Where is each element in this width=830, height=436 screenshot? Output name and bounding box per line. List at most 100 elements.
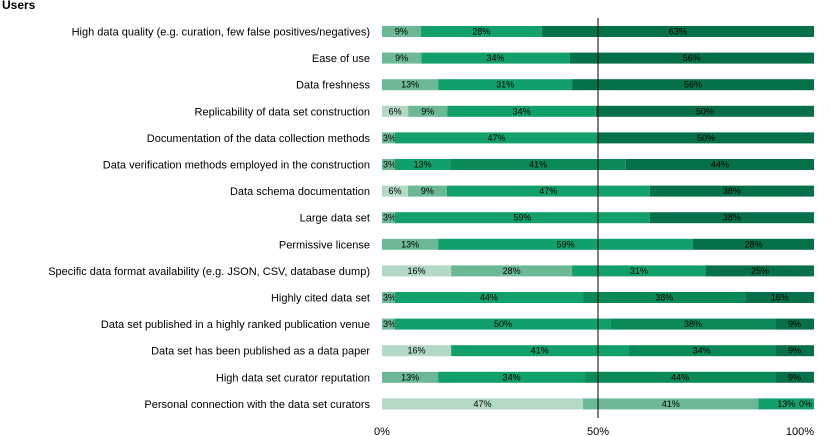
- data-label: 34%: [503, 372, 521, 382]
- data-label: 3%: [383, 133, 396, 143]
- bar-segment: [583, 292, 746, 303]
- data-label: 44%: [480, 293, 498, 303]
- data-label: 25%: [751, 266, 769, 276]
- data-label: 3%: [383, 293, 396, 303]
- data-label: 9%: [788, 372, 801, 382]
- data-label: 50%: [696, 106, 714, 116]
- data-label: 31%: [496, 80, 514, 90]
- x-tick-label: 100%: [786, 426, 814, 436]
- bar-segment: [421, 52, 570, 64]
- data-label: 3%: [383, 319, 396, 329]
- bar-segment: [407, 185, 447, 197]
- bar-segment: [382, 212, 395, 224]
- data-label: 9%: [421, 186, 434, 196]
- data-label: 59%: [513, 213, 531, 223]
- bar-segment: [382, 26, 421, 37]
- category-label: High data set curator reputation: [216, 372, 370, 384]
- data-label: 63%: [669, 27, 687, 37]
- bar-segment: [451, 345, 629, 357]
- category-label: Data schema documentation: [230, 186, 370, 198]
- bar-segment: [775, 318, 814, 330]
- bar-segment: [382, 79, 439, 91]
- bar-segment: [394, 292, 584, 303]
- data-label: 56%: [684, 80, 702, 90]
- data-label: 13%: [401, 80, 419, 90]
- bar-segment: [394, 159, 451, 170]
- data-label: 13%: [777, 399, 795, 409]
- bar-segment: [394, 132, 598, 144]
- bar-segment: [775, 371, 814, 383]
- bar-segment: [382, 292, 395, 303]
- category-label: Replicability of data set construction: [195, 106, 370, 118]
- bar-segment: [438, 238, 694, 250]
- data-label: 28%: [472, 27, 490, 37]
- bar-segment: [610, 318, 776, 330]
- bar-segment: [394, 212, 650, 224]
- data-label: 38%: [684, 319, 702, 329]
- category-label: Permissive license: [279, 239, 370, 251]
- bar-segment: [758, 398, 814, 410]
- data-label: 50%: [697, 133, 715, 143]
- data-label: 38%: [723, 213, 741, 223]
- bar-segment: [693, 238, 814, 250]
- data-label: 41%: [662, 399, 680, 409]
- category-label: High data quality (e.g. curation, few fa…: [72, 27, 370, 39]
- category-label: Documentation of the data collection met…: [147, 133, 371, 145]
- data-label: 59%: [557, 239, 575, 249]
- bar-segment: [382, 398, 584, 410]
- category-label: Data set has been published as a data pa…: [151, 346, 370, 358]
- data-label: 41%: [529, 160, 547, 170]
- data-label: 6%: [388, 186, 401, 196]
- category-label: Data set published in a highly ranked pu…: [101, 319, 370, 331]
- bar-segment: [628, 345, 776, 357]
- data-label: 9%: [788, 319, 801, 329]
- bar-segment: [446, 185, 650, 197]
- bar-segment: [451, 265, 573, 277]
- category-label: Data freshness: [296, 80, 370, 92]
- bar-segment: [569, 52, 814, 64]
- x-tick-label: 0%: [374, 426, 390, 436]
- bar-segment: [438, 79, 573, 91]
- x-tick-label: 50%: [587, 426, 609, 436]
- bar-segment: [649, 185, 814, 197]
- data-label: 28%: [503, 266, 521, 276]
- data-label: 6%: [389, 106, 402, 116]
- data-label: 3%: [383, 160, 396, 170]
- bar-segment: [583, 398, 759, 410]
- data-label: 0%: [799, 399, 812, 409]
- bar-segment: [420, 26, 542, 37]
- bar-segment: [595, 105, 814, 117]
- data-label: 9%: [395, 53, 408, 63]
- data-label: 44%: [671, 372, 689, 382]
- category-labels-group: High data quality (e.g. curation, few fa…: [48, 27, 370, 411]
- data-label: 47%: [539, 186, 557, 196]
- bar-segment: [649, 212, 814, 224]
- category-label: Personal connection with the data set cu…: [144, 399, 370, 411]
- bar-segment: [382, 185, 408, 197]
- data-label: 9%: [395, 27, 408, 37]
- data-label: 56%: [683, 53, 701, 63]
- data-label: 34%: [513, 106, 531, 116]
- data-label: 28%: [745, 239, 763, 249]
- bar-segment: [382, 159, 395, 170]
- data-label: 47%: [474, 399, 492, 409]
- bar-segment: [382, 371, 439, 383]
- data-label: 34%: [486, 53, 504, 63]
- category-label: Data verification methods employed in th…: [103, 160, 370, 172]
- bar-segment: [394, 318, 611, 330]
- bar-segment: [450, 159, 626, 170]
- bar-segment: [382, 265, 452, 277]
- bar-segment: [447, 105, 596, 117]
- x-axis-ticks-group: 0% 50% 100%: [374, 426, 814, 436]
- bar-segment: [706, 265, 814, 277]
- data-label: 16%: [408, 266, 426, 276]
- data-label: 13%: [401, 239, 419, 249]
- bar-segment: [541, 26, 814, 37]
- data-label: 3%: [383, 213, 396, 223]
- data-label: 9%: [421, 106, 434, 116]
- category-label: Specific data format availability (e.g. …: [48, 266, 370, 278]
- bar-segment: [408, 105, 448, 117]
- bar-segment: [745, 292, 814, 303]
- bar-segment: [382, 318, 395, 330]
